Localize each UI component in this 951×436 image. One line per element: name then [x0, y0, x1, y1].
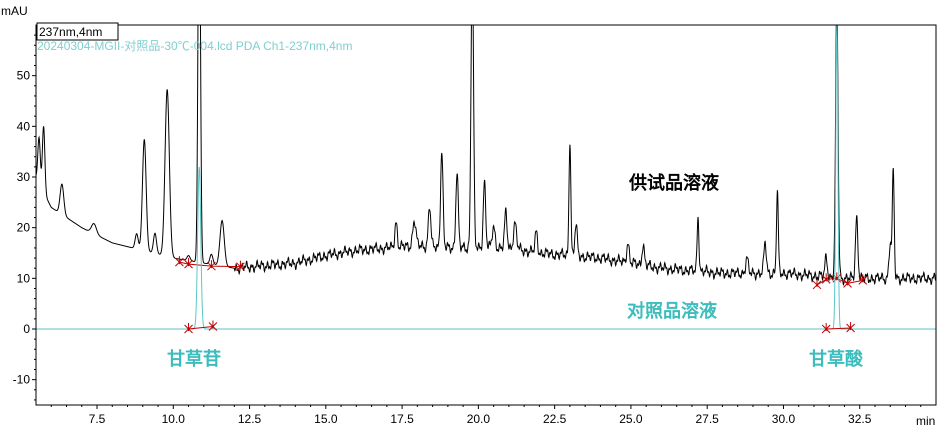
x-tick-label: 17.5 — [390, 412, 414, 426]
integration-baseline — [179, 261, 241, 268]
annotation-sample-solution: 供试品溶液 — [628, 172, 720, 194]
integration-marker — [846, 321, 855, 333]
annotation-glycyrrhizin: 甘草苷 — [167, 348, 221, 370]
annotation-glycyrrhizic-acid: 甘草酸 — [809, 348, 864, 370]
y-axis-label: mAU — [1, 4, 28, 18]
chart-text: mAU min 237nm,4nm 20240304-MGII-对照品-30℃-… — [1, 4, 935, 428]
reference-trace — [36, 25, 936, 330]
integration-marker — [821, 273, 831, 284]
integration-marker — [236, 260, 245, 272]
x-tick-label: 25.0 — [619, 412, 643, 426]
x-tick-label: 32.5 — [848, 412, 872, 426]
y-tick-label: 10 — [17, 271, 31, 285]
y-tick-label: 20 — [17, 221, 31, 235]
y-tick-label: 30 — [17, 170, 31, 184]
integration-marker — [184, 323, 193, 334]
y-tick-label: 0 — [23, 322, 30, 336]
annotation-reference-solution: 对照品溶液 — [627, 300, 718, 322]
sample-trace — [36, 25, 936, 287]
integration-marker — [832, 272, 842, 283]
trace-group — [36, 25, 936, 334]
integration-marker — [207, 260, 216, 271]
x-tick-label: 12.5 — [238, 412, 262, 426]
plot-frame — [35, 24, 937, 406]
x-tick-label: 10.0 — [162, 412, 186, 426]
x-tick-label: 20.0 — [467, 412, 491, 426]
integration-marker — [184, 258, 193, 269]
x-tick-label: 7.5 — [89, 412, 106, 426]
plot-area — [36, 25, 936, 334]
y-tick-label: 40 — [17, 119, 31, 133]
integration-marker — [208, 320, 218, 331]
x-tick-label: 22.5 — [543, 412, 567, 426]
x-tick-label: 30.0 — [772, 412, 796, 426]
legend-file-text: 20240304-MGII-对照品-30℃-004.lcd PDA Ch1-23… — [37, 39, 352, 53]
integration-marker — [843, 277, 852, 288]
integration-marker — [812, 278, 822, 290]
legend-channel-box — [36, 22, 119, 41]
y-tick-label: -10 — [13, 373, 31, 387]
x-axis-label: min — [916, 414, 935, 428]
integration-marker — [821, 323, 831, 334]
x-tick-label: 27.5 — [696, 412, 720, 426]
y-tick-label: 50 — [17, 69, 31, 83]
integration-baseline — [826, 327, 851, 330]
integration-baseline — [188, 325, 214, 330]
axes: -10 0 10 20 30 40 50 7.5 10.0 12.5 15.0 17.5 20.0 22.… — [13, 24, 937, 426]
x-tick-label: 15.0 — [314, 412, 338, 426]
integration-marker — [858, 274, 868, 285]
integration-marker — [175, 256, 184, 267]
legend-channel-text: 237nm,4nm — [39, 25, 102, 39]
